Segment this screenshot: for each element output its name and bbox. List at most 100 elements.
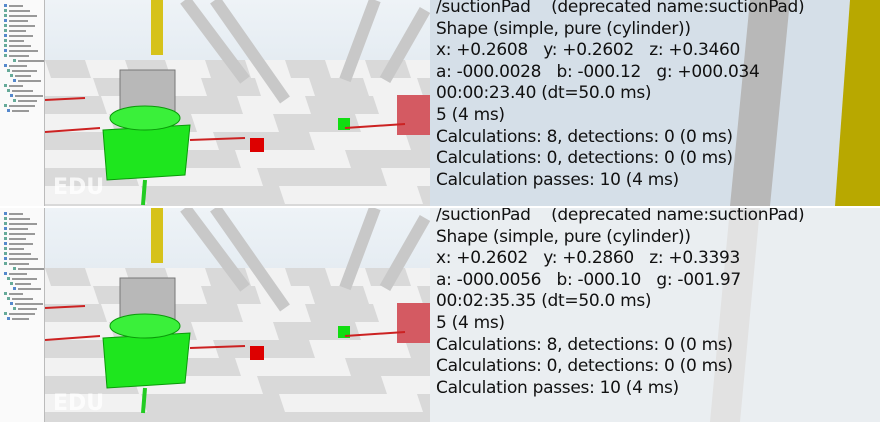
robot-arm (180, 208, 250, 292)
info-bg (430, 0, 880, 206)
tree-label (9, 50, 38, 52)
tree-label (9, 238, 26, 240)
floor-tile (165, 60, 211, 78)
hierarchy-lines (4, 212, 45, 320)
tree-label (9, 40, 24, 42)
tree-icon (13, 79, 16, 82)
frame-axis (44, 97, 86, 101)
info-bg (430, 208, 880, 422)
tree-label (9, 248, 24, 250)
tree-icon (4, 257, 7, 260)
scene-view: EDU (0, 0, 880, 206)
floor-tile (235, 150, 351, 168)
floor-tile (363, 286, 423, 304)
floor-tile (235, 358, 351, 376)
tree-label (12, 278, 37, 280)
tree-label (15, 95, 43, 97)
frame-axis (344, 123, 406, 129)
watermark: EDU (53, 175, 105, 200)
floor-tile (39, 286, 99, 304)
floor-tile (381, 168, 511, 186)
tree-icon (13, 59, 16, 62)
frame-axis (189, 137, 246, 141)
tree-label (15, 75, 31, 77)
info-line: x: +0.2608 y: +0.2602 z: +0.3460 (436, 40, 741, 61)
red-cube (250, 138, 264, 152)
robot-arm (210, 0, 290, 104)
scene-hierarchy (0, 0, 45, 206)
floor-tile (279, 394, 423, 412)
robot-arm (379, 215, 431, 291)
robot-arm (379, 7, 431, 83)
tree-label (9, 20, 28, 22)
tree-icon (10, 282, 13, 285)
tree-label (9, 10, 30, 12)
tree-icon (4, 227, 7, 230)
info-line: 00:00:23.40 (dt=50.0 ms) (436, 83, 652, 104)
tree-icon (4, 242, 7, 245)
watermark: EDU (53, 391, 105, 416)
tree-icon (4, 9, 7, 12)
tree-icon (4, 49, 7, 52)
green-base (102, 332, 191, 389)
tree-icon (7, 109, 10, 112)
info-line: Calculations: 8, detections: 0 (0 ms) (436, 126, 733, 147)
floor-tile (309, 132, 411, 150)
tree-label (9, 25, 35, 27)
tree-label (9, 253, 31, 255)
tree-icon (4, 247, 7, 250)
tree-icon (4, 312, 7, 315)
screenshot-panel: EDU/suctionPad (deprecated name:suctionP… (0, 208, 880, 422)
tree-label (12, 70, 37, 72)
robot-arm (180, 0, 250, 84)
info-line: Shape (simple, pure (cylinder)) (436, 226, 691, 247)
gripper (119, 277, 176, 321)
tree-icon (7, 89, 10, 92)
tree-label (18, 60, 45, 62)
tree-icon (4, 4, 7, 7)
pink-block (397, 95, 437, 135)
tree-label (12, 90, 33, 92)
info-line: 00:02:35.35 (dt=50.0 ms) (436, 291, 652, 312)
tree-label (9, 313, 35, 315)
tree-icon (4, 44, 7, 47)
green-disc (109, 105, 181, 131)
tree-icon (4, 24, 7, 27)
object-info: /suctionPad (deprecated name:suctionPad)… (430, 208, 880, 422)
info-line: Calculation passes: 10 (4 ms) (436, 377, 679, 398)
tree-icon (4, 19, 7, 22)
tree-label (9, 45, 31, 47)
tree-label (9, 233, 35, 235)
frame-axis (141, 387, 147, 414)
scene-canvas (0, 208, 880, 422)
floor-tile (27, 114, 115, 132)
info-line: 5 (4 ms) (436, 313, 505, 333)
tree-icon (7, 297, 10, 300)
tree-label (9, 5, 23, 7)
yellow-stripe (835, 0, 880, 206)
info-background (430, 208, 880, 422)
frame-axis (44, 335, 101, 341)
tree-icon (4, 54, 7, 57)
info-line: /suctionPad (deprecated name:suctionPad) (436, 0, 805, 17)
frame-axis (44, 305, 86, 309)
tree-icon (7, 317, 10, 320)
robot-arm (339, 0, 381, 83)
tree-label (9, 273, 27, 275)
tree-icon (4, 29, 7, 32)
tree-icon (4, 39, 7, 42)
frame-axis (44, 127, 101, 133)
gray-stripe (730, 0, 790, 206)
tree-label (15, 283, 31, 285)
object-info: /suctionPad (deprecated name:suctionPad)… (430, 0, 880, 206)
floor-tile (39, 78, 99, 96)
tree-label (18, 100, 37, 102)
frame-axis (189, 345, 246, 349)
tree-icon (4, 262, 7, 265)
scene-hierarchy (0, 208, 45, 422)
info-line: Calculations: 8, detections: 0 (0 ms) (436, 334, 733, 355)
tree-label (9, 293, 23, 295)
tree-label (9, 35, 33, 37)
floor-tile (309, 340, 411, 358)
info-line: Shape (simple, pure (cylinder)) (436, 18, 691, 39)
